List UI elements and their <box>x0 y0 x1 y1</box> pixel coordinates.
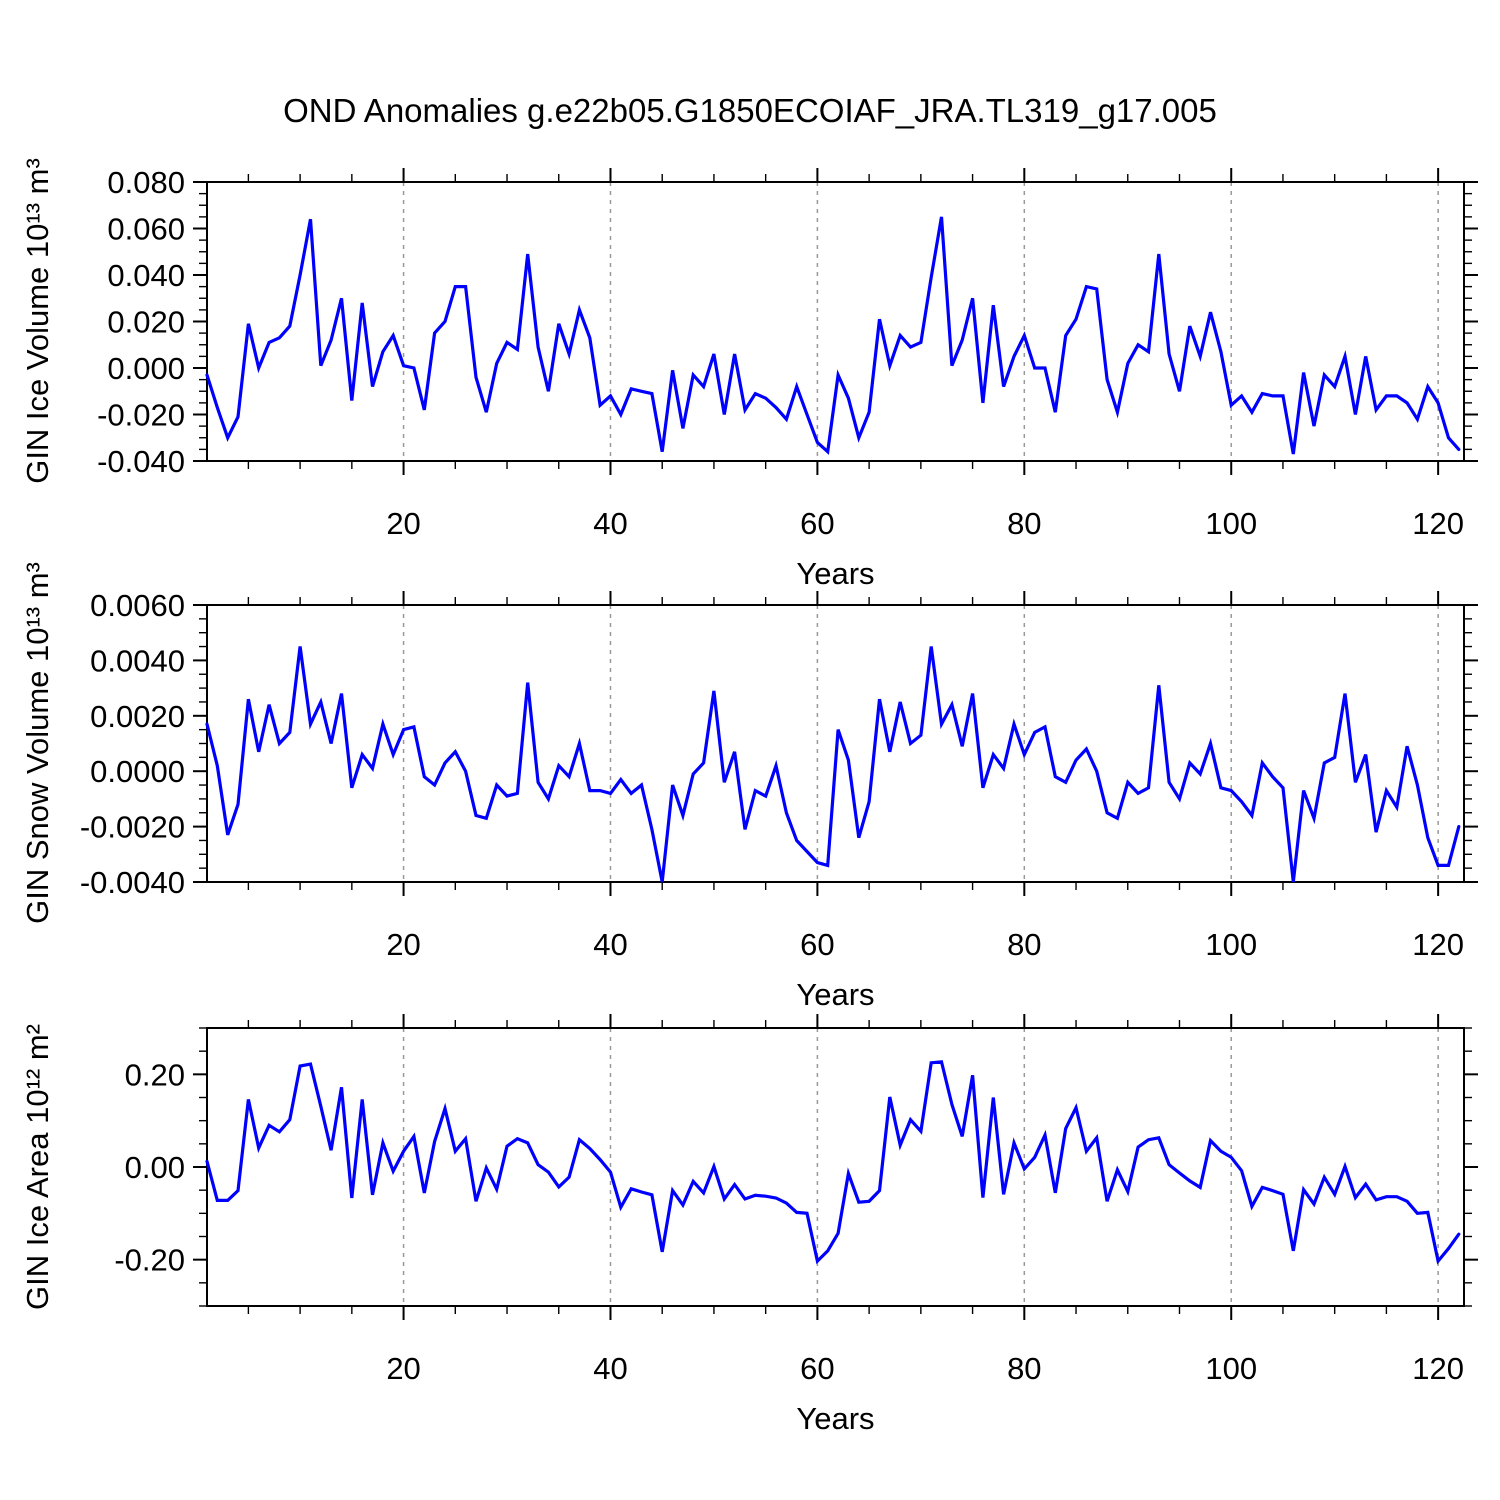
x-axis-title-panel1: Years <box>796 556 875 591</box>
x-tick-label: 40 <box>593 927 627 962</box>
y-tick-label: 0.040 <box>107 258 185 293</box>
x-tick-label: 100 <box>1205 927 1257 962</box>
x-tick-label: 20 <box>386 506 420 541</box>
y-tick-label: 0.020 <box>107 305 185 340</box>
panel-0: 20 40 60 80 100 120 0.080 0.060 0.040 0.020 0.000 -… <box>97 165 1478 541</box>
x-tick-label: 60 <box>800 927 834 962</box>
panel-1: 20 40 60 80 100 120 0.0060 0.0040 0.0020 0.0000 -0… <box>80 588 1478 962</box>
y-tick-label: 0.0020 <box>90 699 185 734</box>
x-tick-label: 120 <box>1412 506 1464 541</box>
y-tick-label: -0.0020 <box>80 810 185 845</box>
figure-title: OND Anomalies g.e22b05.G1850ECOIAF_JRA.T… <box>283 92 1217 129</box>
x-tick-label: 40 <box>593 1351 627 1386</box>
x-tick-label: 60 <box>800 1351 834 1386</box>
y-axis-title-ice-volume: GIN Ice Volume 10¹³ m³ <box>20 158 55 484</box>
y-tick-label: -0.040 <box>97 444 185 479</box>
series-line-panel-0 <box>205 216 1461 455</box>
x-tick-label: 60 <box>800 506 834 541</box>
y-tick-label: 0.0060 <box>90 588 185 623</box>
x-tick-label: 120 <box>1412 927 1464 962</box>
x-tick-label: 80 <box>1007 506 1041 541</box>
x-tick-label: 80 <box>1007 927 1041 962</box>
x-tick-label: 100 <box>1205 1351 1257 1386</box>
y-tick-label: 0.080 <box>107 165 185 200</box>
x-tick-label: 120 <box>1412 1351 1464 1386</box>
x-tick-label: 20 <box>386 927 420 962</box>
y-axis-title-ice-area: GIN Ice Area 10¹² m² <box>20 1024 55 1310</box>
y-tick-label: 0.0000 <box>90 754 185 789</box>
y-tick-label: -0.0040 <box>80 865 185 900</box>
x-tick-label: 100 <box>1205 506 1257 541</box>
y-tick-label: 0.20 <box>125 1057 185 1092</box>
y-tick-label: 0.000 <box>107 351 185 386</box>
y-tick-label: 0.0040 <box>90 643 185 678</box>
x-tick-label: 20 <box>386 1351 420 1386</box>
x-tick-label: 80 <box>1007 1351 1041 1386</box>
y-tick-label: 0.060 <box>107 212 185 247</box>
y-tick-label: -0.20 <box>114 1243 185 1278</box>
x-axis-title-panel2: Years <box>796 977 875 1012</box>
x-tick-label: 40 <box>593 506 627 541</box>
series-line-panel-2 <box>205 1060 1461 1265</box>
plot-frame <box>206 181 1465 462</box>
x-axis-title-panel3: Years <box>796 1401 875 1436</box>
y-tick-label: 0.00 <box>125 1150 185 1185</box>
y-tick-label: -0.020 <box>97 398 185 433</box>
series-line-panel-1 <box>205 646 1461 883</box>
panel-2: 20 40 60 80 100 120 0.20 0.00 -0.20 <box>114 1014 1478 1386</box>
y-axis-title-snow-volume: GIN Snow Volume 10¹³ m³ <box>20 562 55 924</box>
